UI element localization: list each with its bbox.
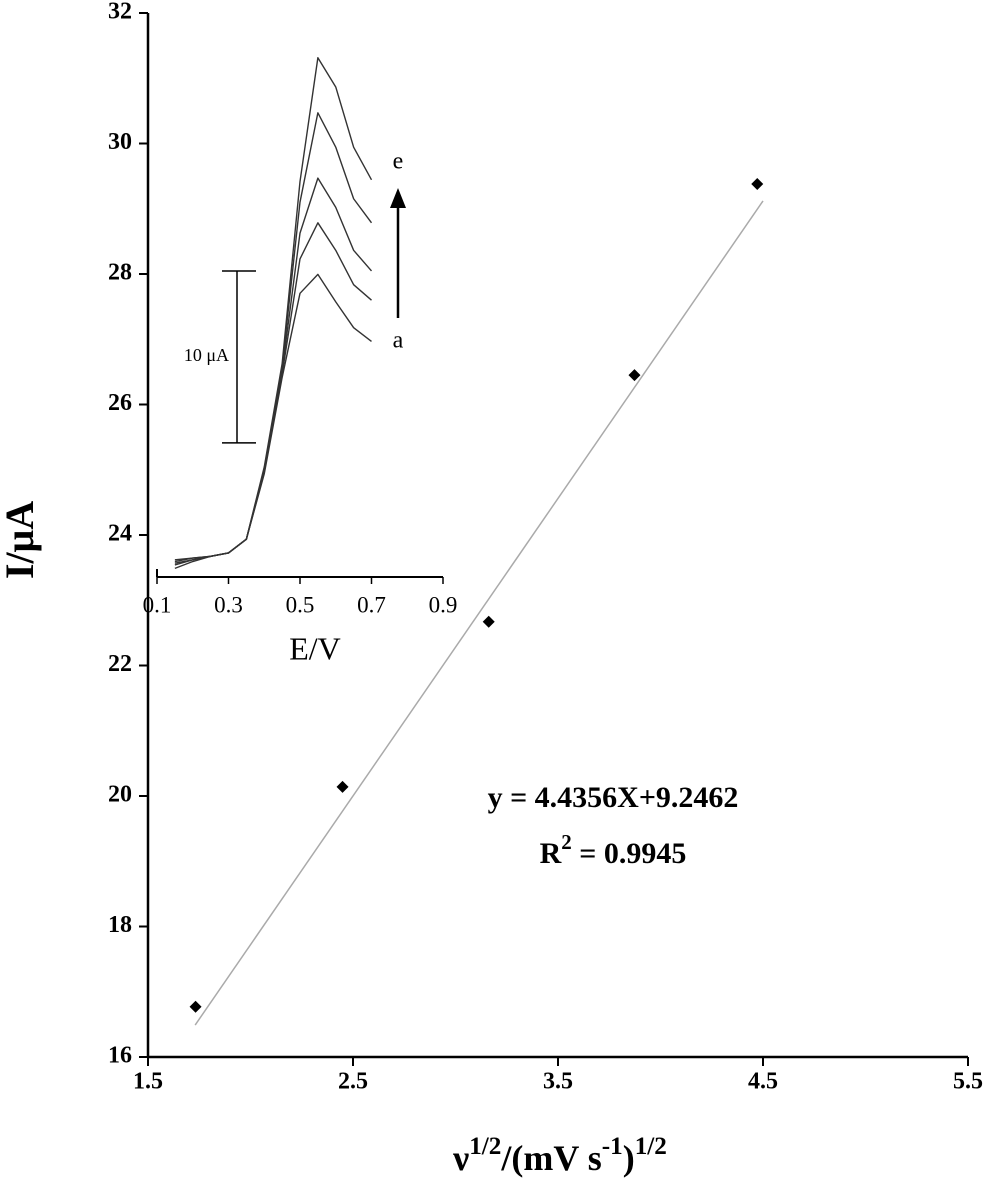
cv-curve (174, 222, 372, 564)
equation: y = 4.4356X+9.2462 (488, 781, 739, 814)
cv-curve (174, 112, 373, 561)
y-tick-label: 18 (108, 912, 132, 938)
x-tick-label: 2.5 (338, 1069, 368, 1095)
label-part: /(mV s (500, 1138, 601, 1178)
label-part: ν (452, 1138, 469, 1178)
data-point (628, 369, 641, 382)
x-tick-label: 1.5 (133, 1069, 163, 1095)
label-part: 1/2 (469, 1133, 501, 1160)
inset-x-tick-label: 0.7 (357, 592, 386, 617)
inset-x-tick-label: 0.9 (429, 592, 458, 617)
x-tick-label: 4.5 (748, 1069, 778, 1095)
series-label: e (393, 149, 404, 175)
series-label: a (393, 328, 404, 354)
label-part: 2 (561, 830, 572, 854)
y-tick-label: 26 (108, 390, 132, 416)
y-tick-label: 30 (108, 129, 132, 155)
y-axis-label: I/μA (0, 501, 42, 579)
trendline (194, 200, 764, 1026)
data-point (751, 177, 764, 190)
scale-bar-label: 10 μA (184, 345, 229, 365)
x-tick-label: 3.5 (543, 1069, 573, 1095)
x-axis-label: ν1/2/(mV s-1)1/2 (452, 1133, 667, 1178)
data-point (189, 1000, 202, 1013)
y-tick-label: 20 (108, 782, 132, 808)
data-point (336, 780, 349, 793)
inset-x-tick-label: 0.5 (286, 592, 315, 617)
label-part: -1 (602, 1133, 623, 1160)
data-point (482, 615, 495, 628)
x-tick-label: 5.5 (953, 1069, 983, 1095)
label-part: = 0.9945 (572, 837, 687, 870)
y-tick-label: 22 (108, 651, 132, 677)
cv-curve (174, 177, 373, 563)
y-tick-label: 24 (108, 521, 132, 547)
label-part: 1/2 (635, 1133, 667, 1160)
cv-curve (174, 57, 373, 570)
r-squared: R2 = 0.9945 (540, 830, 687, 870)
arrow-head (390, 188, 406, 208)
y-tick-label: 32 (108, 0, 132, 25)
label-part: ) (623, 1138, 635, 1178)
y-tick-label: 28 (108, 260, 132, 286)
inset-x-axis-label: E/V (289, 630, 341, 666)
y-tick-label: 16 (108, 1043, 132, 1069)
label-part: R (540, 837, 562, 870)
inset-x-tick-label: 0.1 (143, 592, 172, 617)
inset-x-tick-label: 0.3 (214, 592, 243, 617)
